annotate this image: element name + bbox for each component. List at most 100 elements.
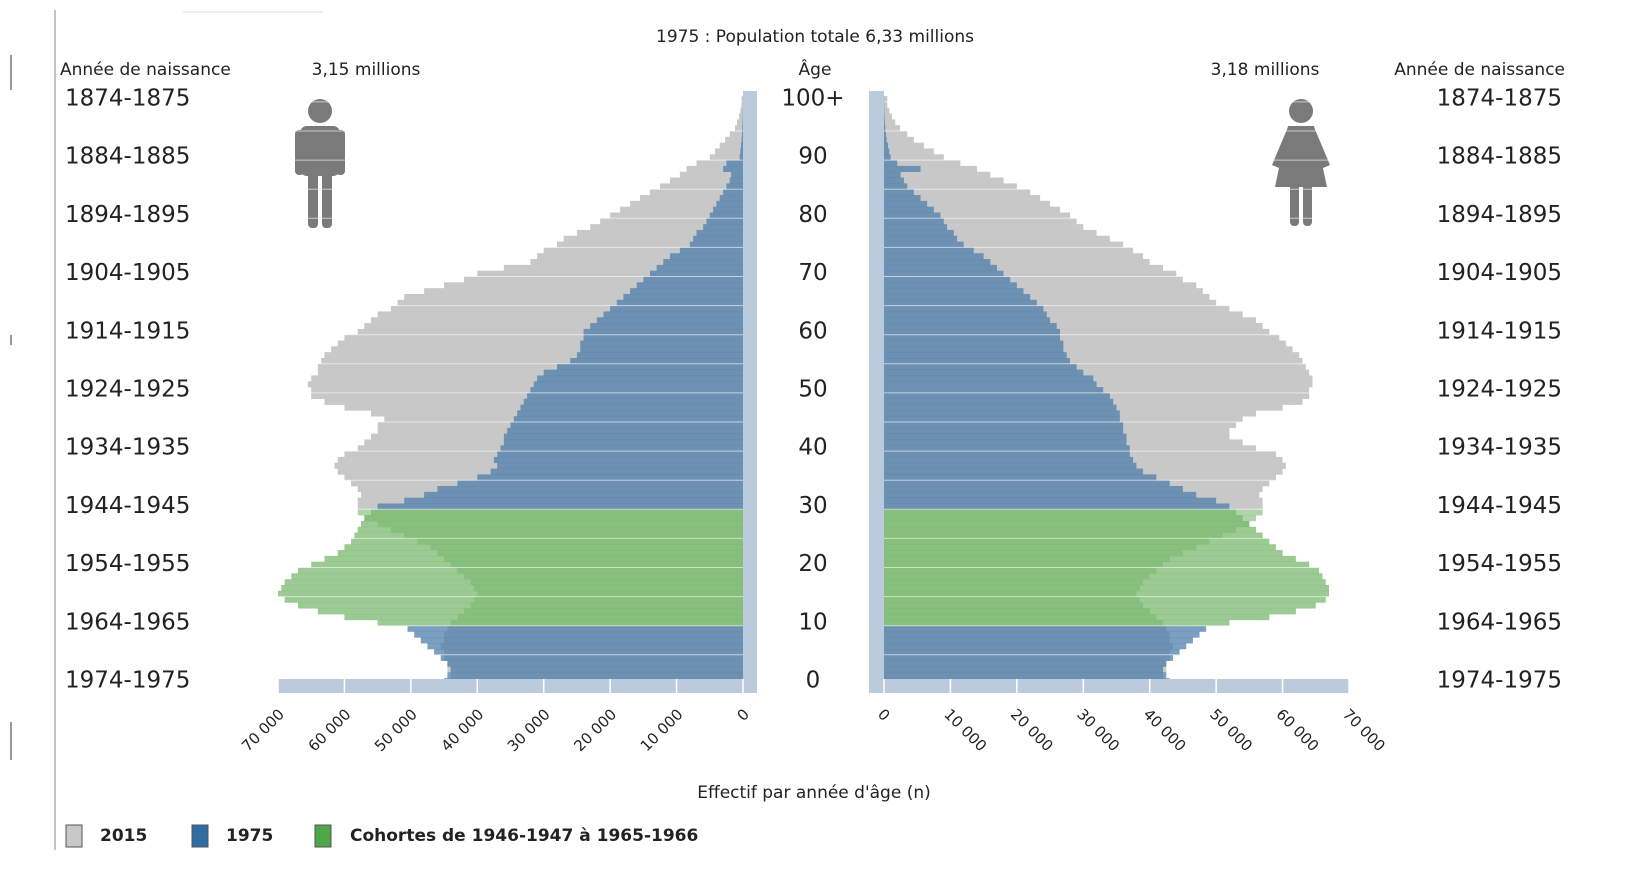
bar (884, 160, 961, 167)
bar (884, 125, 886, 132)
bar (517, 410, 743, 417)
bar (884, 456, 1134, 464)
bar (884, 131, 886, 138)
bar (351, 538, 743, 545)
bar (884, 410, 1120, 417)
birth-year-label: 1964-1965 (65, 609, 190, 635)
bar (663, 259, 743, 266)
bar (884, 160, 898, 167)
bar (689, 241, 743, 248)
bar (344, 544, 743, 551)
bar (884, 340, 1064, 347)
bar (884, 293, 1210, 301)
bar (884, 544, 1276, 551)
bar (513, 416, 743, 423)
birth-year-label: 1884-1885 (65, 144, 190, 170)
bar (696, 229, 743, 237)
bar (357, 526, 743, 533)
bar (884, 113, 892, 120)
bar (659, 183, 743, 190)
bar (344, 334, 743, 341)
bar (434, 648, 743, 656)
bar (884, 282, 1197, 289)
bar (884, 264, 997, 271)
bar (884, 113, 885, 120)
birth-year-label: 1914-1915 (1437, 318, 1562, 344)
bar (317, 608, 743, 615)
bar (884, 573, 1323, 580)
bar (884, 177, 1004, 184)
bar (884, 171, 991, 178)
bar (884, 375, 1313, 382)
bar (884, 451, 1130, 458)
bar (317, 369, 743, 376)
bar (723, 165, 743, 173)
bar (424, 491, 743, 498)
bar (427, 643, 743, 650)
bar (884, 346, 1293, 353)
bar (377, 503, 743, 510)
bar (500, 445, 743, 452)
bar (510, 422, 743, 429)
bar (884, 270, 1177, 277)
bar (311, 375, 743, 382)
bar (884, 131, 908, 138)
bar (706, 218, 743, 225)
bar (884, 241, 1124, 248)
bar (884, 526, 1256, 533)
age-tick-label: 0 (806, 668, 821, 694)
bar (364, 323, 743, 330)
bar (884, 270, 1004, 277)
bar (533, 381, 743, 388)
x-tick-label: 20 000 (1007, 705, 1057, 755)
bar (884, 550, 1283, 557)
bar (884, 218, 944, 225)
bar (884, 206, 934, 213)
bar (884, 561, 1310, 568)
age-tick-label: 20 (798, 551, 827, 577)
bar (884, 387, 1104, 394)
bar (884, 235, 1110, 242)
bar (884, 375, 1094, 382)
bar (884, 323, 1263, 330)
bar (884, 660, 1167, 667)
age-tick-label: 80 (798, 202, 827, 228)
bar (884, 614, 1270, 621)
bar (669, 253, 743, 260)
bar (503, 433, 743, 440)
bar (884, 515, 1243, 522)
bar (726, 160, 743, 167)
bar (884, 154, 944, 161)
bar (493, 456, 743, 464)
bar (726, 183, 743, 190)
x-tick-label: 20 000 (570, 705, 620, 755)
x-tick-label: 50 000 (1206, 705, 1256, 755)
birth-year-label: 1874-1875 (65, 86, 190, 112)
bar (884, 224, 948, 231)
x-axis-title: Effectif par année d'âge (n) (697, 783, 931, 803)
bar (884, 404, 1117, 411)
age-tick-label: 70 (798, 260, 827, 286)
bar (884, 328, 1270, 336)
x-tick-label: 30 000 (1073, 705, 1123, 755)
bar (696, 160, 743, 167)
bar (450, 666, 743, 673)
bar (884, 282, 1017, 289)
bar (884, 584, 1330, 592)
bar (703, 224, 743, 231)
age-tick-label: 100+ (781, 86, 844, 112)
bar (596, 317, 743, 324)
bar (884, 596, 1326, 603)
bar (530, 387, 743, 394)
birth-year-label: 1904-1905 (65, 260, 190, 286)
bar (739, 113, 743, 120)
bar (610, 212, 743, 219)
bar (537, 253, 743, 260)
bar (570, 357, 743, 365)
bar (630, 288, 743, 295)
bar (725, 136, 743, 143)
bar (884, 142, 888, 149)
bar (527, 392, 743, 400)
bar (884, 96, 888, 103)
bar (610, 305, 743, 312)
